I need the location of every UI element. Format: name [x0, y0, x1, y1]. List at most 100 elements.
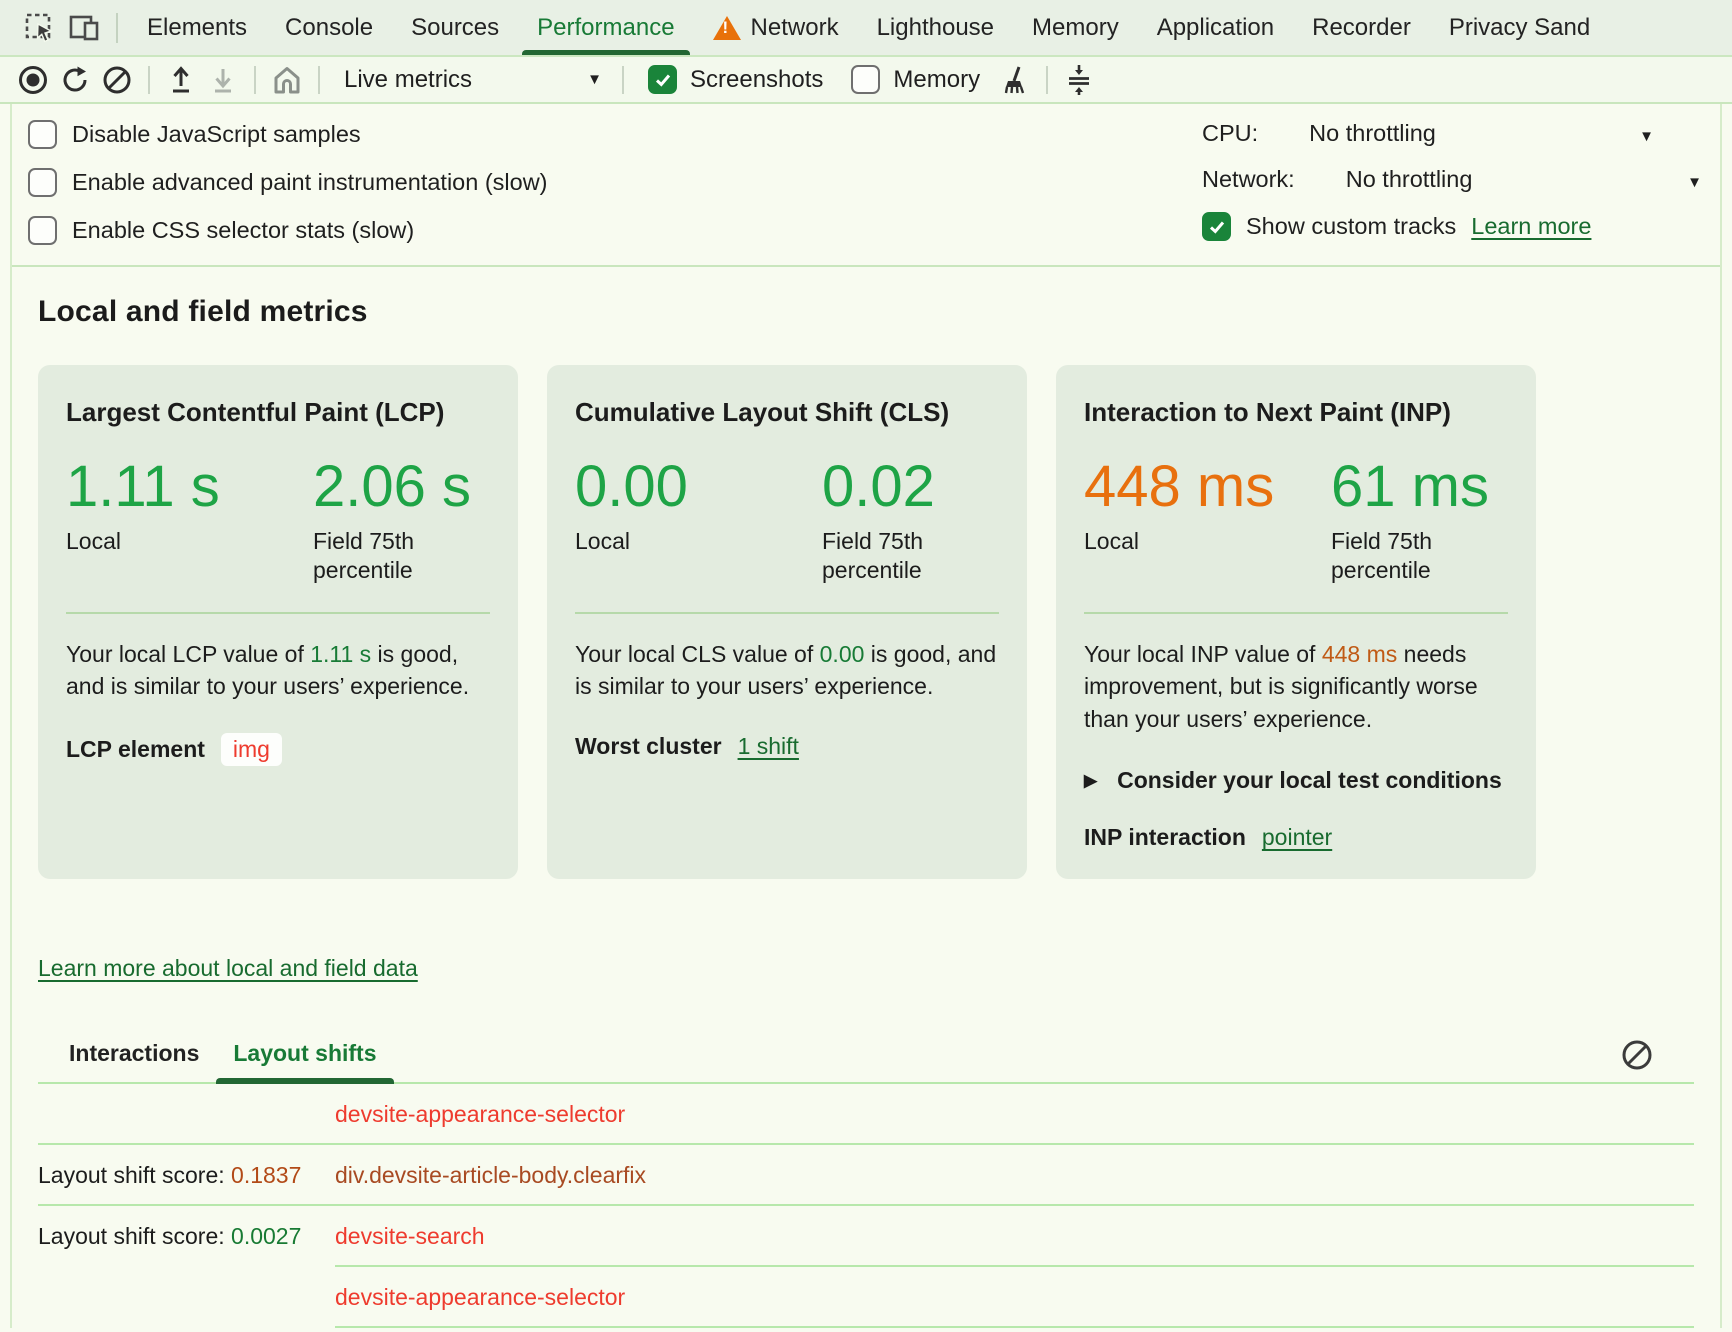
- collapse-sections-icon[interactable]: [1058, 61, 1100, 99]
- tab-layout-shifts[interactable]: Layout shifts: [216, 1040, 393, 1082]
- tab-sources[interactable]: Sources: [392, 0, 518, 56]
- inp-card: Interaction to Next Paint (INP) 448 ms L…: [1056, 365, 1536, 879]
- inp-values: 448 ms Local 61 ms Field 75th percentile: [1084, 456, 1508, 586]
- divider: [318, 66, 320, 94]
- inp-local-value: 448 ms: [1084, 456, 1331, 519]
- screenshots-toggle[interactable]: Screenshots: [648, 65, 823, 94]
- tab-memory[interactable]: Memory: [1013, 0, 1138, 56]
- cls-card: Cumulative Layout Shift (CLS) 0.00 Local…: [547, 365, 1027, 879]
- divider: [66, 612, 490, 614]
- css-selector-stats-row[interactable]: Enable CSS selector stats (slow): [28, 216, 548, 245]
- cls-local-label: Local: [575, 527, 775, 556]
- layout-shift-row[interactable]: Layout shift score: 0.1837 div.devsite-a…: [38, 1145, 1694, 1206]
- download-profile-button[interactable]: [202, 61, 244, 99]
- show-custom-tracks-checkbox[interactable]: [1202, 212, 1231, 241]
- lcp-card: Largest Contentful Paint (LCP) 1.11 s Lo…: [38, 365, 518, 879]
- memory-checkbox[interactable]: [851, 65, 880, 94]
- cpu-throttling-select[interactable]: CPU: No throttling ▼: [1202, 120, 1694, 147]
- memory-label: Memory: [893, 66, 980, 94]
- lcp-local-value: 1.11 s: [66, 456, 313, 519]
- network-throttling-select[interactable]: Network: No throttling ▼: [1202, 166, 1694, 193]
- tab-privacy-sandbox[interactable]: Privacy Sand: [1430, 0, 1609, 56]
- cls-field-label: Field 75th percentile: [822, 527, 999, 586]
- disable-js-samples-checkbox[interactable]: [28, 120, 57, 149]
- device-toolbar-icon[interactable]: [62, 8, 106, 48]
- cls-field-value: 0.02: [822, 456, 999, 519]
- shift-score: 0.0027: [231, 1223, 301, 1249]
- panel-mode-select[interactable]: Live metrics ▼: [330, 66, 612, 94]
- local-test-conditions-label: Consider your local test conditions: [1117, 767, 1502, 794]
- layout-shift-row[interactable]: Layout shift score: 0.0027 devsite-searc…: [38, 1206, 1694, 1267]
- tab-recorder[interactable]: Recorder: [1293, 0, 1430, 56]
- inp-local-label: Local: [1084, 527, 1284, 556]
- tab-interactions[interactable]: Interactions: [52, 1040, 216, 1082]
- divider: [148, 66, 150, 94]
- gc-collect-garbage-icon[interactable]: [994, 61, 1036, 99]
- section-heading: Local and field metrics: [38, 295, 1694, 329]
- cpu-label: CPU:: [1202, 120, 1258, 147]
- logs-tabbar: Interactions Layout shifts: [38, 1032, 1694, 1084]
- tab-elements[interactable]: Elements: [128, 0, 266, 56]
- divider: [254, 66, 256, 94]
- tab-network[interactable]: Network: [694, 0, 858, 56]
- cls-inline-value: 0.00: [820, 641, 865, 667]
- performance-panel-body: Disable JavaScript samples Enable advanc…: [10, 104, 1722, 1328]
- tab-console[interactable]: Console: [266, 0, 392, 56]
- network-value: No throttling: [1346, 166, 1473, 193]
- lcp-element-label: LCP element: [66, 736, 205, 763]
- reload-button[interactable]: [54, 61, 96, 99]
- shift-element-link[interactable]: div.devsite-article-body.clearfix: [335, 1162, 646, 1189]
- layout-shift-row[interactable]: devsite-appearance-selector: [38, 1084, 1694, 1145]
- memory-toggle[interactable]: Memory: [851, 65, 980, 94]
- layout-shifts-list: devsite-appearance-selector Layout shift…: [38, 1084, 1694, 1332]
- show-custom-tracks-row[interactable]: Show custom tracks Learn more: [1202, 212, 1694, 241]
- local-test-conditions-disclosure[interactable]: ▶ Consider your local test conditions: [1084, 767, 1508, 794]
- worst-cluster-link[interactable]: 1 shift: [738, 733, 799, 760]
- tab-performance[interactable]: Performance: [518, 0, 693, 56]
- lcp-element-chip[interactable]: img: [221, 733, 282, 766]
- disable-js-samples-row[interactable]: Disable JavaScript samples: [28, 120, 548, 149]
- inp-interaction-link[interactable]: pointer: [1262, 824, 1332, 851]
- lcp-field-value: 2.06 s: [313, 456, 490, 519]
- shift-element-link[interactable]: devsite-appearance-selector: [335, 1284, 625, 1311]
- disclosure-triangle-icon: ▶: [1084, 771, 1097, 791]
- lcp-inline-value: 1.11 s: [310, 641, 371, 667]
- upload-profile-button[interactable]: [160, 61, 202, 99]
- css-selector-stats-checkbox[interactable]: [28, 216, 57, 245]
- clear-log-icon[interactable]: [1620, 1038, 1654, 1072]
- warning-icon: [713, 16, 741, 40]
- inp-field-label: Field 75th percentile: [1331, 527, 1508, 586]
- shift-element-link[interactable]: devsite-search: [335, 1223, 485, 1250]
- disable-js-samples-label: Disable JavaScript samples: [72, 121, 361, 148]
- custom-tracks-learn-more-link[interactable]: Learn more: [1471, 213, 1591, 240]
- record-button[interactable]: [12, 61, 54, 99]
- inp-card-title: Interaction to Next Paint (INP): [1084, 397, 1508, 428]
- layout-shift-row[interactable]: devsite-appearance-selector: [38, 1267, 1694, 1328]
- divider: [1046, 66, 1048, 94]
- capture-settings: Disable JavaScript samples Enable advanc…: [12, 104, 1720, 267]
- tab-lighthouse[interactable]: Lighthouse: [858, 0, 1013, 56]
- layout-shift-row[interactable]: devsite-language-selector: [38, 1328, 1694, 1332]
- shift-element-link[interactable]: devsite-appearance-selector: [335, 1101, 625, 1128]
- capture-settings-right: CPU: No throttling ▼ Network: No throttl…: [1202, 120, 1694, 245]
- lcp-description: Your local LCP value of 1.11 s is good, …: [66, 638, 490, 703]
- inp-interaction-label: INP interaction: [1084, 824, 1246, 851]
- inspect-element-icon[interactable]: [18, 8, 62, 48]
- divider: [116, 13, 118, 43]
- screenshots-checkbox[interactable]: [648, 65, 677, 94]
- field-data-learn-more-link[interactable]: Learn more about local and field data: [38, 955, 418, 982]
- cpu-value: No throttling: [1309, 120, 1436, 147]
- advanced-paint-checkbox[interactable]: [28, 168, 57, 197]
- lcp-element-row: LCP element img: [66, 733, 490, 766]
- lcp-local-label: Local: [66, 527, 266, 556]
- divider: [622, 66, 624, 94]
- screenshots-label: Screenshots: [690, 66, 823, 94]
- advanced-paint-row[interactable]: Enable advanced paint instrumentation (s…: [28, 168, 548, 197]
- network-label: Network:: [1202, 166, 1295, 193]
- inp-description: Your local INP value of 448 ms needs imp…: [1084, 638, 1508, 736]
- chevron-down-icon: ▼: [1687, 174, 1702, 191]
- divider: [575, 612, 999, 614]
- clear-button[interactable]: [96, 61, 138, 99]
- home-button[interactable]: [266, 61, 308, 99]
- tab-application[interactable]: Application: [1138, 0, 1293, 56]
